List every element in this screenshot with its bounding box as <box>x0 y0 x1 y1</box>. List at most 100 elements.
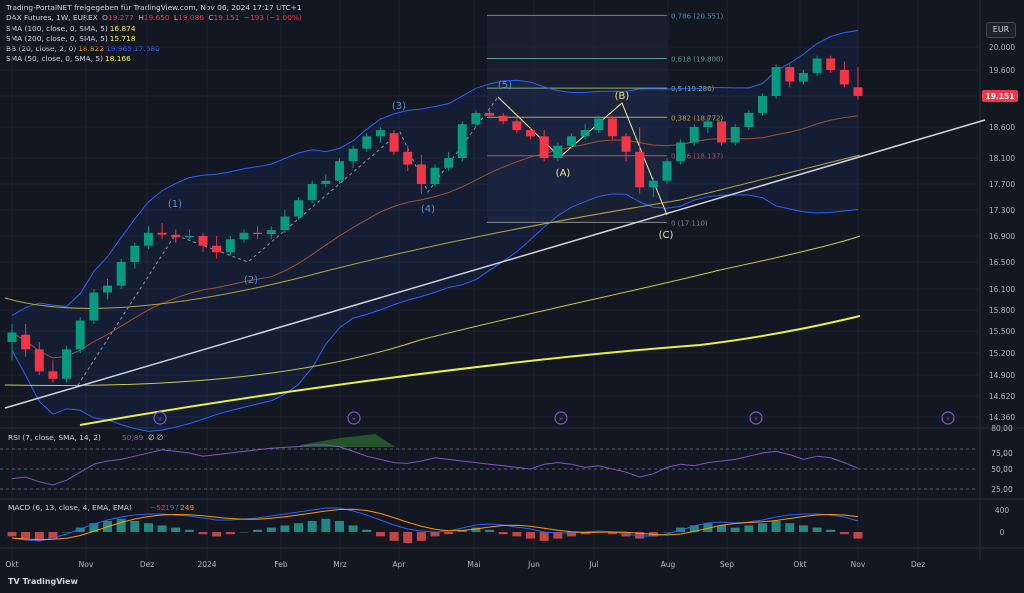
indicator-value: 16.874 <box>109 24 136 33</box>
sma100-line <box>4 235 861 387</box>
change-value: −193 (−1,00%) <box>243 13 302 22</box>
wave-label: (A) <box>556 168 571 179</box>
open-value: 19.277 <box>107 13 134 22</box>
candle-body <box>171 234 181 238</box>
currency-button[interactable]: EUR <box>986 22 1016 38</box>
symbol-row: DAX Futures, 1W, EUREX O19.277 H19.650 L… <box>6 13 302 23</box>
indicator-label: SMA (100, close, 0, SMA, 5) <box>6 24 108 33</box>
candle-body <box>539 136 549 158</box>
candles <box>7 55 863 383</box>
event-icon <box>749 411 763 425</box>
event-icon <box>941 411 955 425</box>
candle-body <box>294 200 304 217</box>
rsi-extra: ∅ ∅ <box>148 433 163 442</box>
candle-body <box>75 320 85 350</box>
open-label: O <box>102 13 108 22</box>
indicator-value: 18.822 <box>78 44 105 53</box>
macd-histogram-bar <box>744 525 754 532</box>
candle-body <box>580 130 590 137</box>
indicator-row[interactable]: SMA (200, close, 0, SMA, 5) 15.718 <box>6 34 136 44</box>
price-tick-label: 20.000 <box>989 43 1015 52</box>
candle-body <box>307 184 317 201</box>
rsi-axis-label: 25,00 <box>991 485 1013 494</box>
macd-histogram-bar <box>225 532 235 535</box>
macd-histogram-bar <box>375 532 385 537</box>
macd-histogram-bar <box>403 532 413 543</box>
candle-body <box>689 127 699 143</box>
candle-body <box>553 145 563 158</box>
indicator-value: 15.718 <box>109 34 136 43</box>
macd-histogram-bar <box>498 532 508 535</box>
macd-histogram-bar <box>471 527 481 532</box>
time-tick-label: Sep <box>720 560 734 569</box>
event-icon-glyph: » <box>754 415 758 423</box>
macd-histogram-bar <box>785 523 795 532</box>
candle-body <box>594 118 604 131</box>
macd-histogram-bar <box>703 523 713 532</box>
indicator-row[interactable]: SMA (50, close, 0, SMA, 5) 18.166 <box>6 54 131 64</box>
candle-body <box>103 285 113 293</box>
macd-histogram-bar <box>62 532 72 533</box>
macd-histogram-bar <box>348 525 358 532</box>
chart-title: Trading-PortalNET freigegeben für Tradin… <box>6 3 302 13</box>
time-tick-label: Mrz <box>333 560 347 569</box>
price-tick-label: 18.600 <box>989 123 1015 132</box>
macd-histogram-bar <box>853 532 863 539</box>
last-price-label: 19.151 <box>986 92 1015 101</box>
price-tick-label: 17.700 <box>989 180 1015 189</box>
macd-histogram-bar <box>280 525 290 532</box>
time-tick-label: Dez <box>140 560 154 569</box>
time-tick-label: Mai <box>467 560 480 569</box>
macd-histogram-bar <box>771 521 781 532</box>
wave-label: (B) <box>615 91 630 102</box>
indicator-row[interactable]: SMA (100, close, 0, SMA, 5) 16.874 <box>6 24 136 34</box>
price-tick-label: 15.200 <box>989 349 1015 358</box>
indicator-label: SMA (50, close, 0, SMA, 5) <box>6 54 104 63</box>
macd-histogram-bar <box>239 532 249 533</box>
macd-histogram-bar <box>89 523 99 532</box>
time-tick-label: Okt <box>5 560 18 569</box>
high-label: H <box>138 13 144 22</box>
wave-label: (C) <box>659 230 674 241</box>
candle-body <box>798 72 808 82</box>
time-tick-label: Apr <box>393 560 407 569</box>
candle-body <box>635 151 645 188</box>
macd-histogram-bar <box>430 532 440 537</box>
time-tick-label: Aug <box>661 560 676 569</box>
price-tick-label: 17.300 <box>989 206 1015 215</box>
macd-histogram-bar <box>566 532 576 537</box>
corrective-wave-path <box>497 96 668 216</box>
close-label: C <box>208 13 214 22</box>
time-tick-label: Jul <box>588 560 598 569</box>
macd-histogram-bar <box>485 529 495 532</box>
candle-body <box>198 236 208 246</box>
high-value: 19.650 <box>143 13 170 22</box>
candle-body <box>457 124 467 158</box>
symbol-name[interactable]: DAX Futures, 1W, EUREX <box>6 13 98 22</box>
candle-body <box>389 133 399 152</box>
macd-axis-label: 0 <box>1000 528 1005 537</box>
fib-level-label: 0,786 (20.551) <box>671 12 723 20</box>
candle-body <box>212 245 222 253</box>
candle-body <box>771 67 781 96</box>
macd-value: −52 <box>150 503 166 512</box>
candle-body <box>321 180 331 184</box>
price-tick-label: 15.500 <box>989 327 1015 336</box>
candle-body <box>444 158 454 168</box>
candle-body <box>498 115 508 122</box>
candle-body <box>266 230 276 235</box>
tradingview-logo[interactable]: 𝗧𝗩 TradingView <box>8 577 78 586</box>
bollinger-upper-line <box>11 30 859 317</box>
chart-title-text: Trading-PortalNET freigegeben für Tradin… <box>6 3 302 12</box>
price-tick-label: 18.100 <box>989 154 1015 163</box>
indicator-value: 19.965 <box>106 44 132 53</box>
candle-body <box>757 96 767 113</box>
candle-body <box>375 130 385 137</box>
candle-body <box>526 130 536 137</box>
macd-histogram-bar <box>321 518 331 532</box>
time-tick-label: Jun <box>527 560 540 569</box>
candle-body <box>184 236 194 238</box>
time-tick-label: Feb <box>274 560 288 569</box>
macd-histogram-bar <box>143 523 153 532</box>
